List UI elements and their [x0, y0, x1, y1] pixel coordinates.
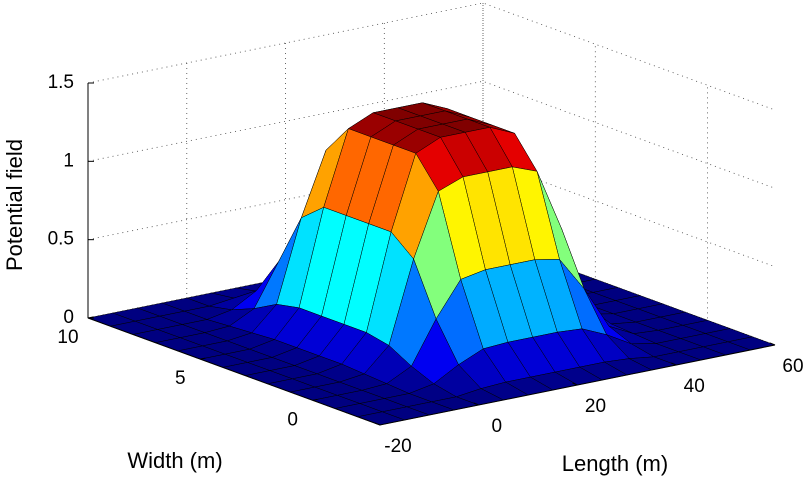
z-tick-label: 1 — [63, 150, 74, 171]
z-tick-label: 1.5 — [48, 72, 74, 93]
y-axis-label: Width (m) — [127, 448, 222, 473]
z-tick-label: 0 — [63, 307, 74, 328]
x-tick-label: 60 — [782, 356, 803, 377]
y-tick-label: 5 — [175, 368, 186, 389]
y-tick — [87, 316, 94, 319]
z-tick-label: 0.5 — [48, 229, 74, 250]
grid-line — [87, 2, 776, 111]
x-axis-label: Length (m) — [562, 451, 668, 476]
y-axis — [87, 317, 381, 426]
x-tick-label: 0 — [491, 416, 502, 437]
x-tick-label: 40 — [684, 376, 705, 397]
x-tick — [374, 422, 381, 426]
x-tick — [572, 382, 578, 386]
y-tick — [312, 398, 318, 401]
y-tick-label: 10 — [57, 327, 78, 348]
x-tick-label: -20 — [384, 436, 411, 457]
x-tick — [671, 362, 677, 366]
grid-line — [87, 80, 776, 189]
x-tick — [769, 342, 776, 346]
y-tick — [200, 357, 206, 360]
x-tick — [473, 402, 479, 406]
z-axis-label: Potential field — [2, 139, 27, 271]
grid-line — [87, 159, 776, 268]
y-tick-label: 0 — [287, 409, 298, 430]
x-tick-label: 20 — [585, 396, 606, 417]
